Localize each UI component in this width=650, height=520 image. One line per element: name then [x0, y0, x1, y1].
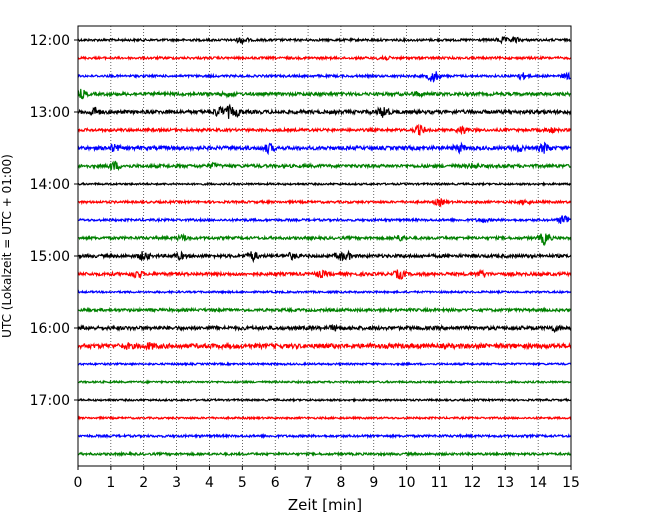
y-tick-label: 15:00 — [30, 249, 70, 265]
seismic-trace — [77, 323, 572, 333]
seismic-trace — [77, 141, 572, 156]
y-tick-label: 14:00 — [30, 177, 70, 193]
x-tick-label: 5 — [238, 475, 247, 491]
seismic-trace — [77, 415, 572, 421]
seismic-trace — [77, 341, 572, 351]
seismic-trace — [77, 232, 572, 247]
seismic-trace — [77, 198, 572, 208]
x-tick-label: 1 — [106, 475, 115, 491]
x-tick-label: 2 — [139, 475, 148, 491]
seismic-trace — [77, 450, 572, 458]
x-tick-label: 10 — [398, 475, 416, 491]
y-tick-label: 12:00 — [30, 33, 70, 49]
x-tick-label: 4 — [205, 475, 214, 491]
x-tick-label: 15 — [562, 475, 580, 491]
y-axis-label: UTC (Lokalzeit = UTC + 01:00) — [0, 154, 14, 338]
x-tick-label: 0 — [74, 475, 83, 491]
seismic-trace — [77, 289, 572, 295]
plot-frame — [77, 25, 572, 467]
y-axis: 12:00 13:00 14:00 15:00 16:00 17:00 — [30, 33, 78, 409]
seismic-trace — [77, 123, 572, 136]
trace-group — [77, 35, 572, 458]
seismic-trace — [77, 71, 572, 83]
x-tick-label: 6 — [271, 475, 280, 491]
grid-lines — [110, 26, 539, 466]
x-axis-label: Zeit [min] — [288, 496, 362, 514]
seismic-trace — [77, 432, 572, 440]
seismic-trace — [77, 306, 572, 314]
seismic-trace — [77, 361, 572, 367]
x-tick-label: 13 — [496, 475, 514, 491]
x-tick-label: 12 — [463, 475, 481, 491]
seismic-trace — [77, 35, 572, 45]
seismic-trace — [77, 215, 572, 225]
seismic-trace — [77, 160, 572, 172]
seismic-trace — [77, 379, 572, 385]
x-tick-label: 11 — [431, 475, 449, 491]
x-tick-label: 14 — [529, 475, 547, 491]
x-tick-label: 3 — [172, 475, 181, 491]
x-tick-label: 7 — [304, 475, 313, 491]
x-tick-label: 8 — [336, 475, 345, 491]
seismic-trace — [77, 88, 572, 100]
y-tick-label: 13:00 — [30, 105, 70, 121]
seismic-trace — [77, 249, 572, 264]
seismic-trace — [77, 54, 572, 62]
y-tick-label: 16:00 — [30, 321, 70, 337]
x-tick-label: 9 — [369, 475, 378, 491]
x-axis: 0 1 2 3 4 5 6 7 8 9 10 11 12 13 14 15 — [74, 466, 580, 491]
seismic-trace — [77, 103, 572, 119]
plot-area — [78, 26, 571, 466]
seismic-trace — [77, 268, 572, 280]
seismic-trace — [77, 181, 572, 187]
seismic-trace — [77, 397, 572, 403]
y-tick-label: 17:00 — [30, 393, 70, 409]
